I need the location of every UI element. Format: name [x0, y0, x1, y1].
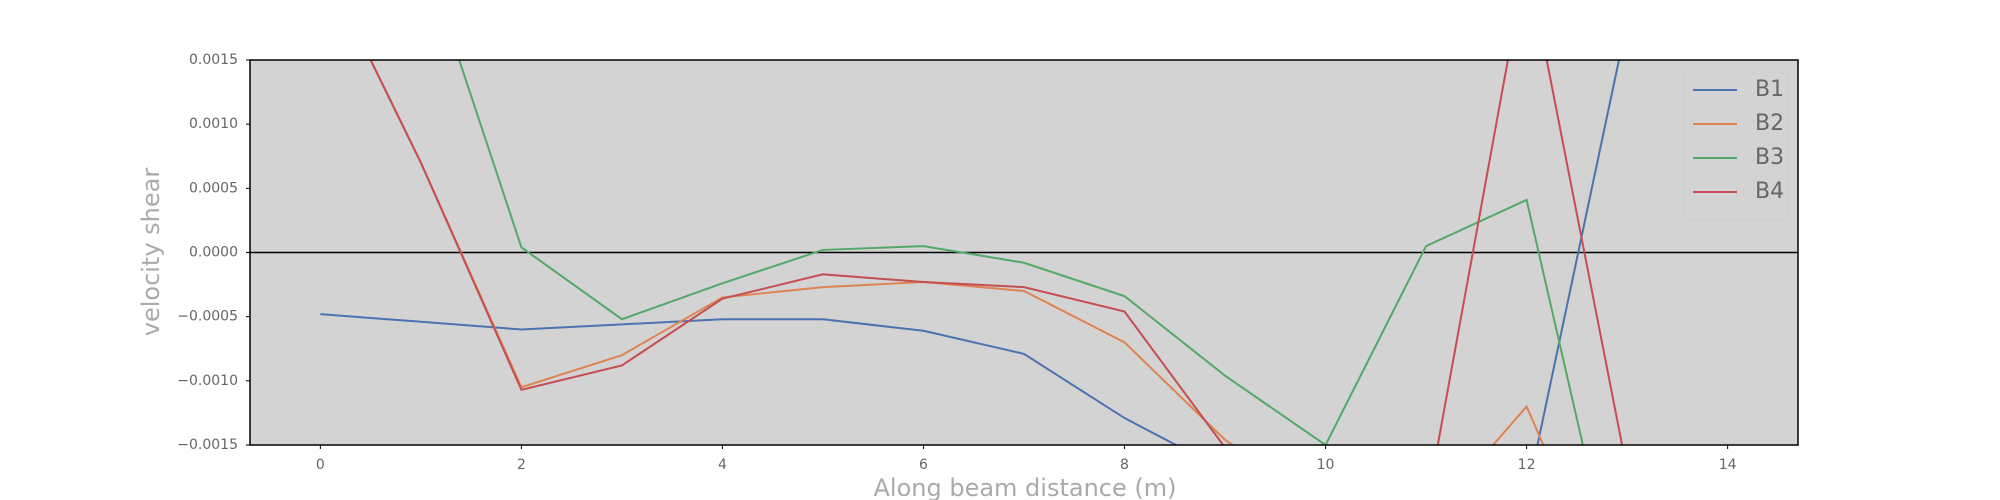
- y-tick-label: 0.0010: [189, 116, 238, 132]
- x-tick-label: 8: [1120, 457, 1129, 473]
- y-axis-label: velocity shear: [137, 168, 165, 337]
- legend-label: B2: [1755, 111, 1784, 136]
- y-tick-label: −0.0015: [177, 437, 238, 453]
- y-tick-label: −0.0010: [177, 373, 238, 389]
- y-tick-label: 0.0005: [189, 180, 238, 196]
- x-tick-label: 0: [316, 457, 325, 473]
- legend-label: B1: [1755, 77, 1784, 102]
- y-tick-label: 0.0000: [189, 245, 238, 261]
- legend-label: B4: [1755, 179, 1784, 204]
- legend-label: B3: [1755, 145, 1784, 170]
- x-axis-label: Along beam distance (m): [874, 474, 1177, 500]
- y-tick-label: −0.0005: [177, 309, 238, 325]
- x-tick-label: 2: [517, 457, 526, 473]
- series-line: [458, 60, 1584, 445]
- legend-box: [1684, 71, 1790, 221]
- x-tick-label: 4: [718, 457, 727, 473]
- legend: B1 B2 B3 B4: [1684, 71, 1790, 221]
- x-tick-label: 6: [919, 457, 928, 473]
- series-line: [320, 60, 1620, 445]
- x-tick-label: 14: [1719, 457, 1737, 473]
- x-tick-label: 10: [1317, 457, 1335, 473]
- x-tick-label: 12: [1518, 457, 1536, 473]
- series-line: [369, 60, 1624, 445]
- y-tick-label: 0.0015: [189, 52, 238, 68]
